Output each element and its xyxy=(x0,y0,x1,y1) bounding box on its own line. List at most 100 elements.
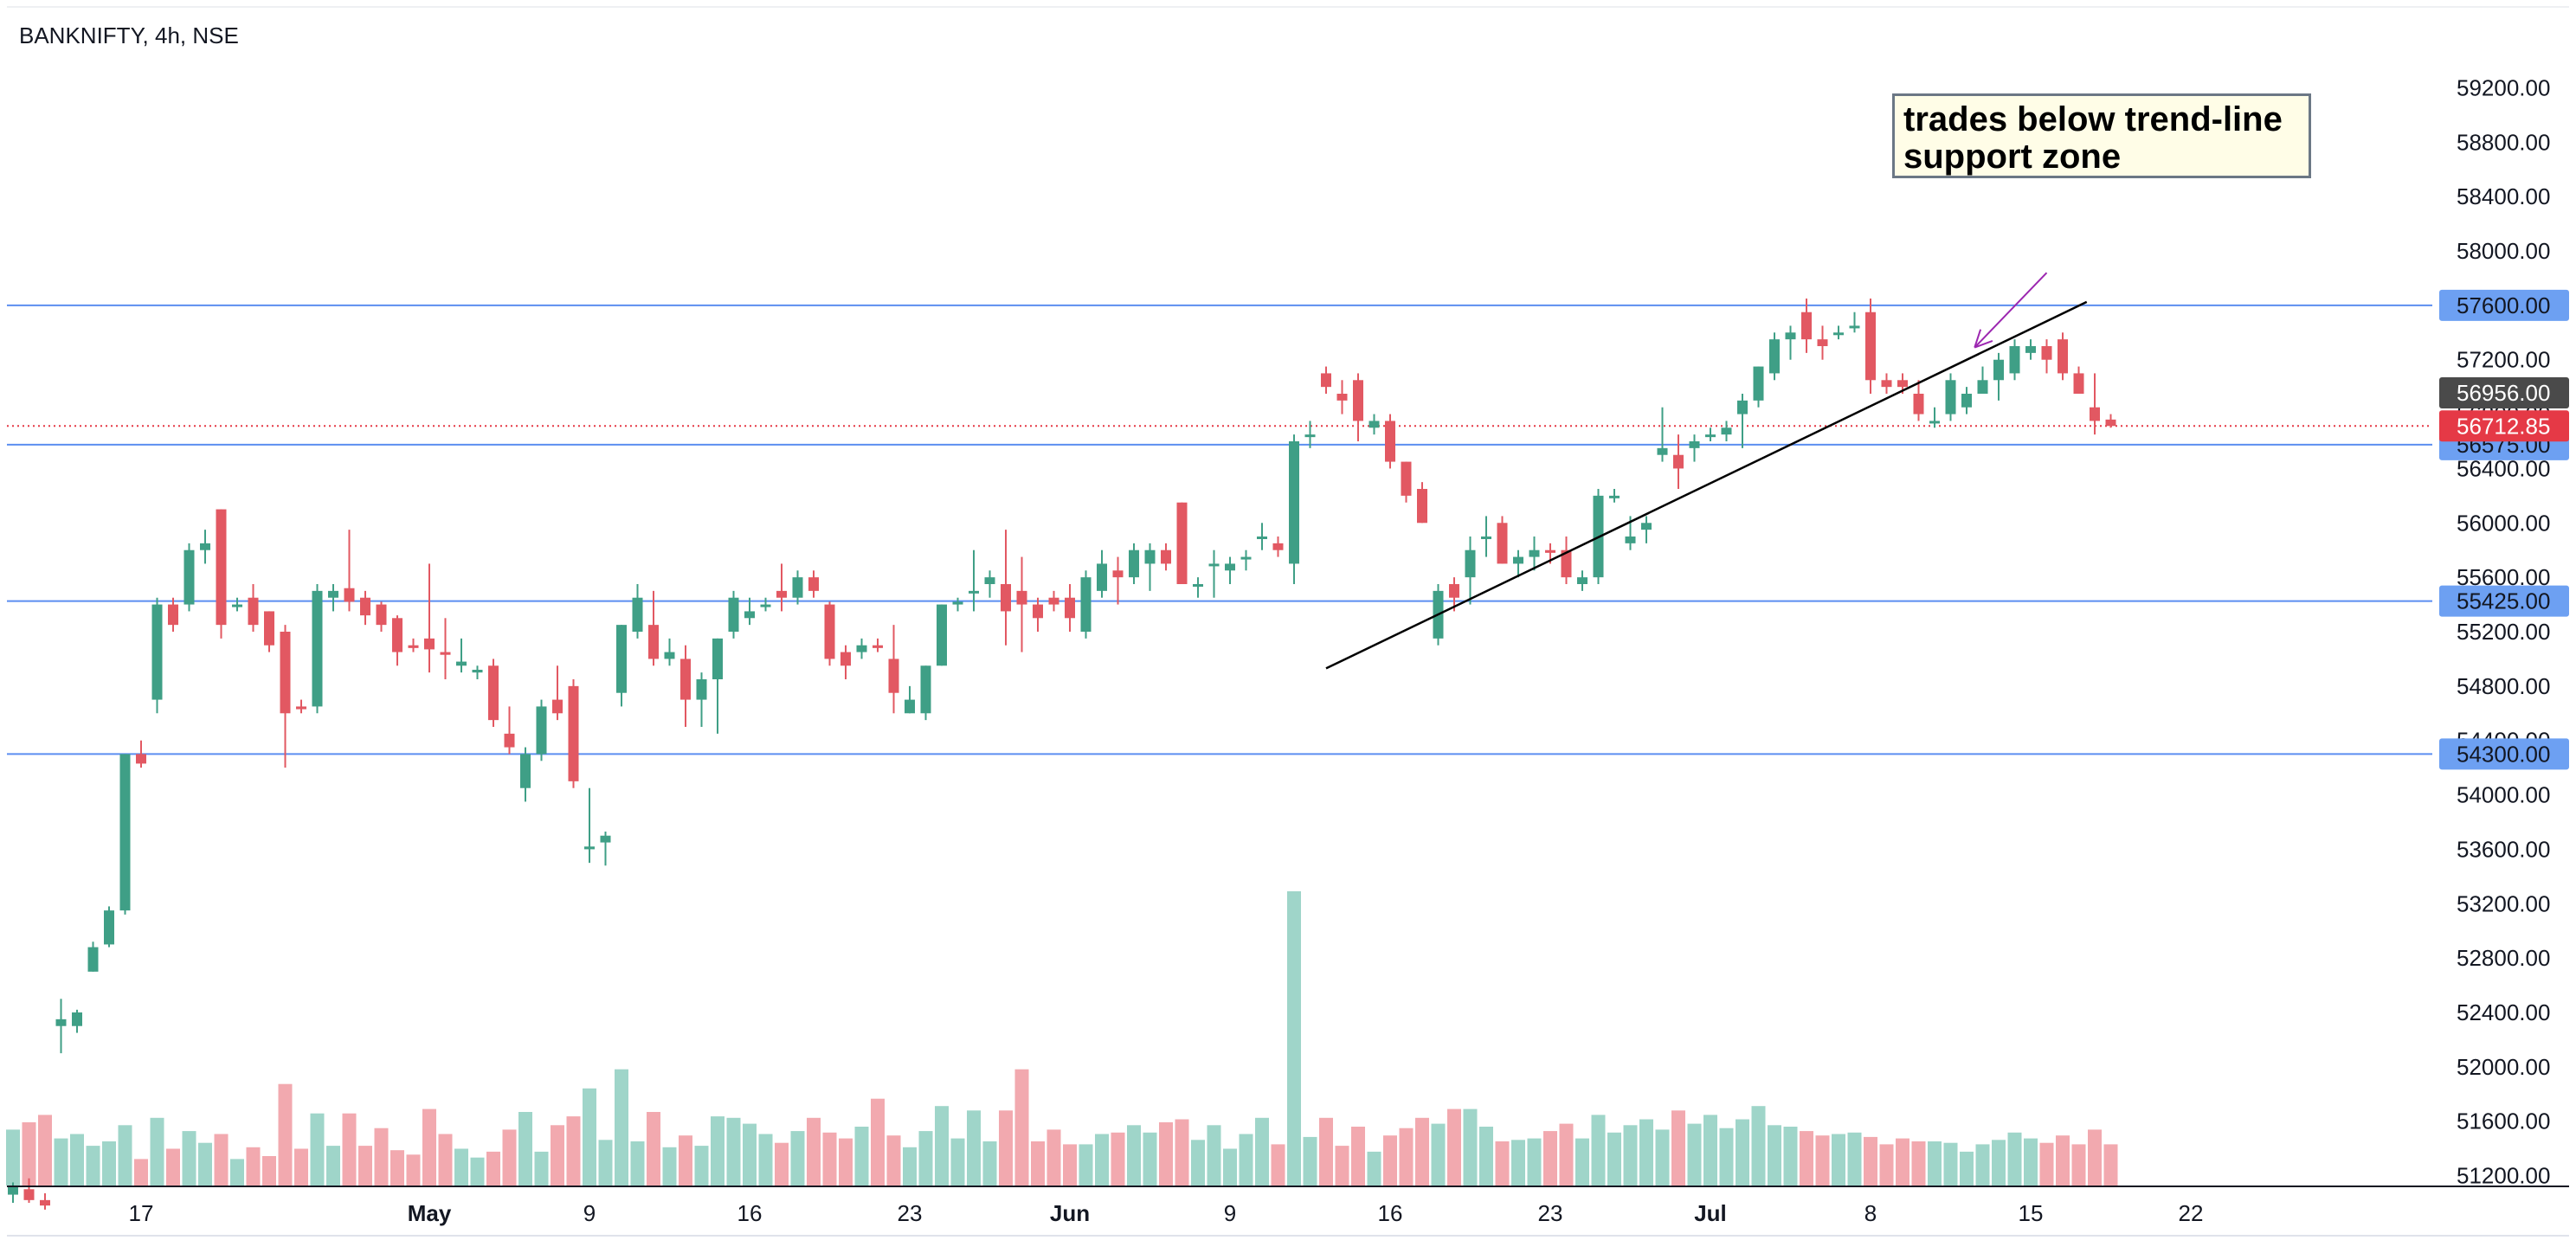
candle[interactable] xyxy=(648,590,659,666)
candle[interactable] xyxy=(296,699,306,714)
candle[interactable] xyxy=(1961,387,1972,414)
candle[interactable] xyxy=(1272,537,1284,557)
candle[interactable] xyxy=(408,638,419,652)
candle[interactable] xyxy=(584,787,595,864)
candle[interactable] xyxy=(280,625,291,768)
candle[interactable] xyxy=(1481,516,1491,557)
candle[interactable] xyxy=(376,601,387,632)
candle[interactable] xyxy=(1289,434,1299,584)
candle[interactable] xyxy=(456,638,467,673)
candle[interactable] xyxy=(2058,332,2068,381)
candle[interactable] xyxy=(1112,556,1124,605)
candle[interactable] xyxy=(1513,549,1523,578)
candle[interactable] xyxy=(856,638,867,659)
candle[interactable] xyxy=(1785,325,1796,360)
candle[interactable] xyxy=(552,665,563,721)
candle[interactable] xyxy=(600,832,611,866)
candle[interactable] xyxy=(2090,373,2100,435)
candle[interactable] xyxy=(1657,407,1668,462)
candle[interactable] xyxy=(760,597,771,612)
candle[interactable] xyxy=(984,570,995,598)
candle[interactable] xyxy=(2073,366,2084,394)
candle[interactable] xyxy=(1497,516,1508,564)
candle[interactable] xyxy=(1353,373,1363,441)
candle[interactable] xyxy=(920,665,931,721)
candle[interactable] xyxy=(1065,584,1075,632)
candle[interactable] xyxy=(264,611,274,652)
candle[interactable] xyxy=(664,638,675,666)
candle[interactable] xyxy=(1385,414,1395,469)
candle[interactable] xyxy=(696,672,707,727)
candle[interactable] xyxy=(1913,380,1924,421)
candle[interactable] xyxy=(712,638,723,734)
candle[interactable] xyxy=(776,563,787,612)
candle[interactable] xyxy=(1753,366,1764,408)
candle[interactable] xyxy=(680,645,691,727)
candle[interactable] xyxy=(1881,373,1892,394)
candle[interactable] xyxy=(840,645,851,679)
candle[interactable] xyxy=(1048,590,1059,612)
candle[interactable] xyxy=(1368,414,1380,435)
candle[interactable] xyxy=(232,597,242,612)
candle[interactable] xyxy=(119,754,131,915)
candle[interactable] xyxy=(1304,421,1316,448)
candle[interactable] xyxy=(1641,516,1652,543)
candle[interactable] xyxy=(87,941,99,972)
candle[interactable] xyxy=(248,584,259,632)
candle[interactable] xyxy=(873,638,883,652)
candle[interactable] xyxy=(1225,556,1235,584)
candle[interactable] xyxy=(1193,577,1203,598)
candle[interactable] xyxy=(216,509,227,639)
candle[interactable] xyxy=(1673,434,1684,489)
candle[interactable] xyxy=(312,584,323,714)
candle[interactable] xyxy=(2105,414,2116,428)
candle[interactable] xyxy=(1737,394,1748,448)
candle[interactable] xyxy=(1336,380,1348,414)
candle[interactable] xyxy=(937,604,947,666)
candle[interactable] xyxy=(1465,537,1476,605)
price-axis[interactable]: 59200.00 58800.00 58400.00 58000.00 57600.00… xyxy=(2457,74,2550,1188)
candle[interactable] xyxy=(1721,421,1732,441)
candle[interactable] xyxy=(23,1178,35,1203)
candle[interactable] xyxy=(1080,570,1092,639)
candle[interactable] xyxy=(328,584,338,612)
candle[interactable] xyxy=(1257,523,1267,550)
candle[interactable] xyxy=(1208,549,1220,598)
candle[interactable] xyxy=(1401,461,1412,503)
candle[interactable] xyxy=(952,597,963,612)
candle[interactable] xyxy=(1129,543,1139,584)
annotation-callout[interactable]: trades below trend-line support zone xyxy=(1892,93,2311,178)
candle[interactable] xyxy=(2009,339,2020,381)
candle[interactable] xyxy=(1417,482,1427,524)
candle[interactable] xyxy=(1849,312,1860,333)
candle[interactable] xyxy=(1529,537,1540,571)
candle[interactable] xyxy=(1801,299,1812,353)
candle[interactable] xyxy=(40,1193,50,1210)
candle[interactable] xyxy=(808,570,819,598)
candle[interactable] xyxy=(905,685,915,714)
candle[interactable] xyxy=(472,665,483,679)
candle[interactable] xyxy=(2025,339,2036,360)
candle[interactable] xyxy=(151,597,163,714)
candle[interactable] xyxy=(1001,530,1011,646)
candle[interactable] xyxy=(969,549,979,612)
candle[interactable] xyxy=(440,618,451,679)
candle[interactable] xyxy=(1321,366,1331,394)
candle[interactable] xyxy=(1817,325,1828,360)
candle[interactable] xyxy=(200,530,210,564)
candle[interactable] xyxy=(824,601,835,666)
candle[interactable] xyxy=(104,906,114,948)
candle[interactable] xyxy=(1865,299,1876,394)
candle[interactable] xyxy=(1161,543,1171,571)
candle[interactable] xyxy=(1833,325,1844,340)
candle[interactable] xyxy=(184,543,195,612)
candle[interactable] xyxy=(1176,502,1188,584)
candle[interactable] xyxy=(168,597,178,632)
candle[interactable] xyxy=(1033,597,1043,632)
candle[interactable] xyxy=(1705,427,1716,441)
time-axis[interactable]: 17 May 9 16 23 Jun 9 16 23 Jul 8 15 22 xyxy=(129,1200,2204,1226)
candle[interactable] xyxy=(136,740,146,768)
candle[interactable] xyxy=(632,584,643,639)
candle[interactable] xyxy=(888,625,899,714)
